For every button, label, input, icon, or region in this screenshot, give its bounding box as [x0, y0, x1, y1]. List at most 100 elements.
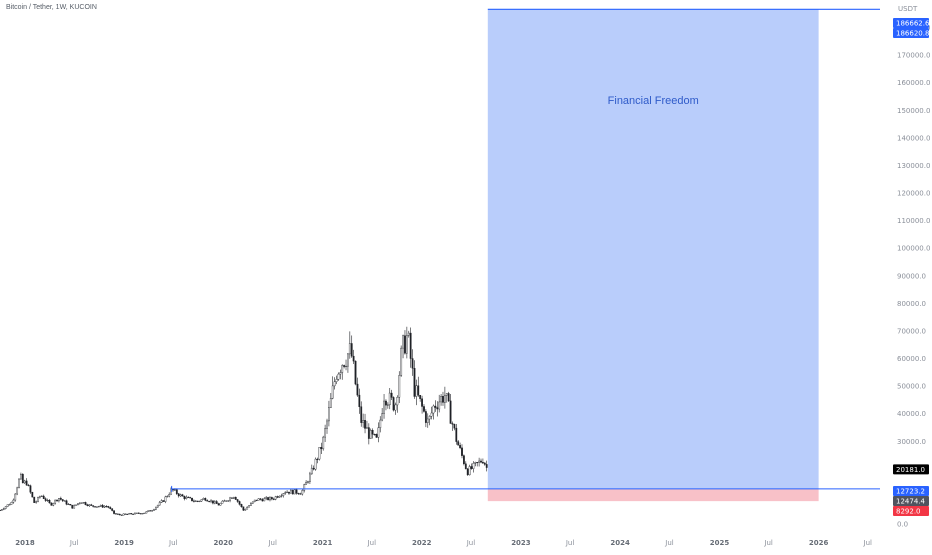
candle[interactable]	[468, 464, 471, 476]
candle[interactable]	[208, 500, 211, 503]
candle[interactable]	[305, 480, 307, 485]
candle[interactable]	[377, 422, 380, 443]
candle[interactable]	[314, 457, 317, 471]
candle[interactable]	[434, 400, 437, 412]
candle[interactable]	[419, 394, 422, 402]
candle[interactable]	[396, 395, 399, 413]
candle[interactable]	[194, 500, 197, 502]
candle[interactable]	[236, 499, 239, 503]
candle[interactable]	[2, 507, 5, 511]
candle[interactable]	[29, 484, 32, 494]
candle[interactable]	[46, 498, 49, 502]
candle[interactable]	[270, 496, 273, 501]
candle[interactable]	[198, 500, 201, 503]
candle[interactable]	[415, 379, 418, 406]
candle[interactable]	[381, 407, 384, 422]
candle[interactable]	[348, 331, 351, 359]
candle[interactable]	[84, 501, 87, 506]
candle[interactable]	[341, 364, 344, 380]
candle[interactable]	[54, 499, 57, 505]
candle[interactable]	[309, 471, 311, 485]
candle[interactable]	[67, 502, 70, 505]
candle[interactable]	[92, 505, 95, 508]
candle[interactable]	[459, 442, 461, 450]
candle[interactable]	[33, 496, 36, 503]
candle[interactable]	[86, 503, 89, 507]
candle[interactable]	[424, 409, 427, 428]
candle[interactable]	[400, 345, 403, 377]
candle[interactable]	[128, 512, 131, 515]
candle[interactable]	[189, 496, 192, 499]
candle[interactable]	[88, 504, 91, 507]
candle[interactable]	[453, 423, 456, 431]
candle[interactable]	[272, 497, 275, 501]
candle[interactable]	[65, 499, 68, 506]
candle[interactable]	[193, 499, 195, 503]
candle[interactable]	[291, 489, 294, 495]
candle[interactable]	[122, 513, 125, 516]
candle[interactable]	[324, 424, 327, 443]
candle[interactable]	[284, 491, 287, 495]
candle[interactable]	[21, 473, 24, 484]
candle[interactable]	[75, 504, 77, 506]
candle[interactable]	[360, 401, 363, 427]
candle[interactable]	[101, 504, 104, 508]
candle[interactable]	[354, 360, 357, 386]
candle[interactable]	[369, 428, 372, 439]
candle[interactable]	[409, 327, 412, 368]
candle[interactable]	[392, 396, 395, 412]
candle[interactable]	[90, 503, 93, 506]
candle[interactable]	[331, 376, 334, 400]
candle[interactable]	[282, 493, 285, 498]
candle[interactable]	[232, 496, 235, 500]
candle[interactable]	[179, 493, 182, 497]
candle[interactable]	[312, 465, 315, 471]
candle[interactable]	[388, 387, 391, 410]
candle[interactable]	[63, 500, 66, 502]
candle[interactable]	[356, 377, 359, 397]
candle[interactable]	[394, 402, 397, 415]
candle[interactable]	[8, 503, 11, 506]
candle[interactable]	[263, 497, 266, 502]
candle[interactable]	[398, 371, 401, 404]
candle[interactable]	[447, 391, 450, 402]
candle[interactable]	[485, 460, 488, 472]
candle[interactable]	[141, 513, 144, 515]
candle[interactable]	[219, 502, 222, 506]
candle[interactable]	[147, 510, 150, 512]
candle[interactable]	[404, 330, 406, 355]
candle[interactable]	[149, 510, 152, 512]
candle[interactable]	[461, 444, 463, 459]
candle[interactable]	[299, 492, 302, 495]
candle[interactable]	[474, 461, 477, 467]
candle[interactable]	[402, 334, 404, 359]
candle[interactable]	[411, 349, 414, 376]
candle[interactable]	[337, 372, 340, 381]
candle[interactable]	[215, 500, 218, 504]
candle[interactable]	[223, 499, 226, 502]
candle[interactable]	[463, 454, 465, 466]
candle[interactable]	[438, 394, 441, 413]
candle[interactable]	[210, 499, 212, 504]
candle[interactable]	[466, 468, 469, 476]
candle[interactable]	[436, 401, 439, 417]
candle[interactable]	[73, 504, 76, 509]
candle[interactable]	[48, 499, 51, 504]
candle[interactable]	[278, 495, 281, 498]
candle[interactable]	[421, 395, 423, 414]
candle[interactable]	[139, 513, 142, 515]
candle[interactable]	[251, 501, 254, 504]
candle[interactable]	[276, 495, 279, 499]
candle[interactable]	[116, 513, 119, 515]
candle[interactable]	[82, 502, 85, 504]
candle[interactable]	[12, 498, 15, 504]
candle[interactable]	[238, 500, 241, 506]
candle[interactable]	[383, 393, 385, 419]
candle[interactable]	[4, 506, 7, 510]
candle[interactable]	[42, 494, 45, 499]
candle[interactable]	[0, 509, 1, 512]
candle[interactable]	[135, 512, 138, 514]
candle[interactable]	[274, 495, 277, 501]
candle[interactable]	[293, 489, 296, 495]
